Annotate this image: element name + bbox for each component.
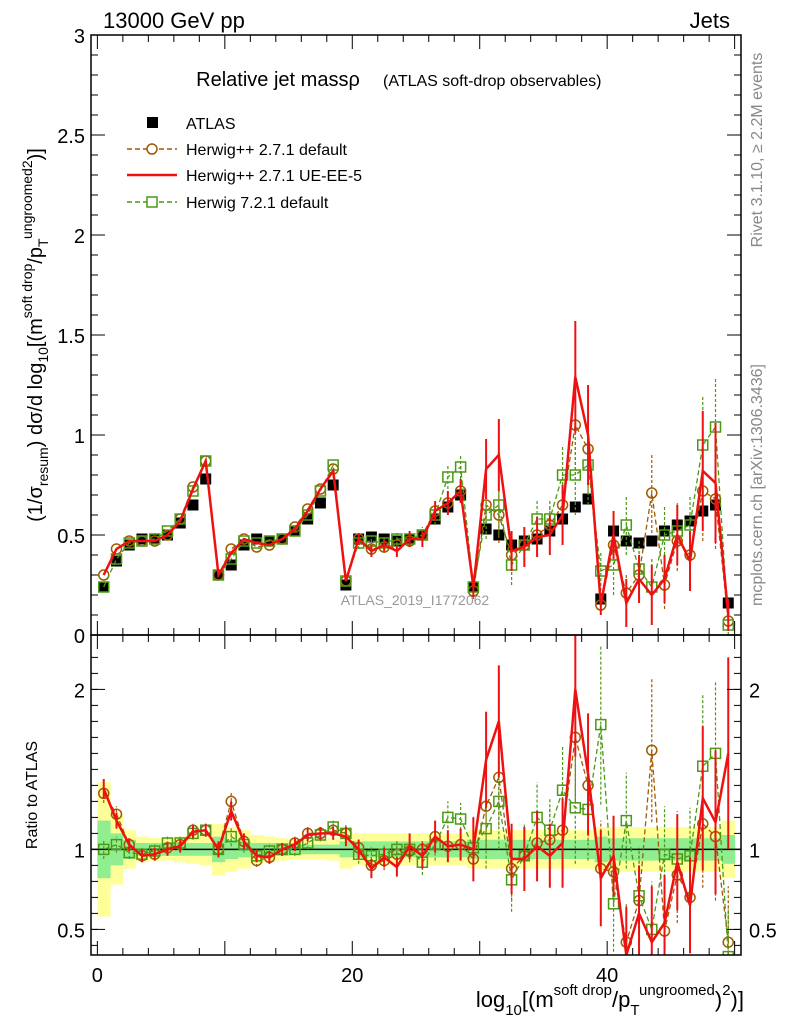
main-atlas-point bbox=[110, 555, 122, 567]
y-axis-title-main-text: (1/σresum) dσ/d log10[(msoft drop/pTungr… bbox=[19, 148, 51, 522]
main-herwig-7-2-1-default-point bbox=[276, 533, 288, 545]
legend-marker-atlas bbox=[147, 117, 158, 128]
header-left: 13000 GeV pp bbox=[103, 8, 245, 33]
main-herwig-7-2-1-default-point bbox=[569, 469, 582, 481]
main-y-tick-label: 3 bbox=[74, 26, 85, 48]
ratio-herwig-7-2-1-default-point bbox=[658, 848, 671, 860]
x-tick-label: 0 bbox=[92, 965, 103, 987]
main-y-tick-label: 2 bbox=[74, 226, 85, 248]
legend-marker-herwig7 bbox=[146, 196, 158, 208]
main-atlas-point bbox=[251, 533, 263, 545]
ratio-herwig-7-2-1-default-point bbox=[442, 811, 454, 824]
ratio-y-tick-label: 1 bbox=[74, 840, 85, 862]
chart-title: Relative jet massρ bbox=[196, 69, 360, 91]
ratio-herwig-7-2-1-default-point bbox=[493, 795, 505, 808]
x-tick-label: 20 bbox=[341, 965, 363, 987]
legend-label-atlas: ATLAS bbox=[186, 116, 236, 133]
ratio-herwig-7-2-1-default-point bbox=[569, 802, 582, 814]
main-herwig-7-2-1-default-point bbox=[454, 461, 467, 473]
ratio-y-tick-label-right: 0.5 bbox=[749, 920, 777, 942]
ratio-plot-area: 0 20 40 0.5 0.5 1 1 2 2 bbox=[57, 634, 777, 987]
legend-marker-herwigpp-default bbox=[146, 143, 158, 155]
legend-label-herwig7: Herwig 7.2.1 default bbox=[186, 195, 329, 212]
main-atlas-point bbox=[659, 525, 671, 537]
ratio-herwig-2-7-1-default-point bbox=[646, 744, 658, 756]
main-herwig-7-2-1-default-point bbox=[556, 469, 569, 481]
main-atlas-point bbox=[174, 517, 186, 529]
main-herwig-7-2-1-default-point bbox=[314, 485, 327, 497]
ratio-frame bbox=[90, 634, 742, 956]
main-herwig-7-2-1-default-point bbox=[620, 519, 633, 531]
main-atlas-point bbox=[225, 559, 237, 571]
main-herwig-2-7-1-default-point bbox=[646, 487, 658, 499]
ratio-herwig-7-2-1-default-point bbox=[225, 830, 237, 843]
chart-subtitle: (ATLAS soft-drop observables) bbox=[383, 73, 601, 90]
main-herwig-7-2-1-default-point bbox=[97, 581, 110, 593]
main-y-tick-label: 0.5 bbox=[57, 526, 85, 548]
main-atlas-point bbox=[302, 513, 314, 525]
ratio-herwig-2-7-1-ue-ee-5-line bbox=[102, 689, 730, 955]
x-axis-title: log10[(msoft drop/pTungroomed)2)] bbox=[476, 982, 744, 1019]
main-herwig-2-7-1-default-point bbox=[301, 503, 314, 515]
main-herwig-7-2-1-default-point bbox=[174, 513, 186, 525]
main-y-tick-label: 2.5 bbox=[57, 126, 85, 148]
watermark: ATLAS_2019_I1772062 bbox=[341, 592, 490, 608]
main-atlas-point bbox=[340, 579, 352, 591]
y-axis-title-main: (1/σresum) dσ/d log10[(msoft drop/pTungr… bbox=[19, 148, 51, 522]
main-herwig-7-2-1-default-point bbox=[187, 485, 199, 497]
main-herwig-2-7-1-ue-ee-5-line bbox=[102, 376, 730, 616]
ratio-herwig-7-2-1-default-point bbox=[110, 838, 123, 851]
rivet-label: Rivet 3.1.10, ≥ 2.2M events bbox=[749, 53, 766, 248]
main-plot-area: 0 0.5 1 1.5 2 2.5 3 bbox=[57, 26, 742, 648]
main-atlas-point bbox=[646, 535, 658, 547]
header-right: Jets bbox=[690, 8, 730, 33]
main-atlas-point bbox=[136, 533, 148, 545]
ratio-herwig-7-2-1-default-point bbox=[480, 822, 492, 835]
x-tick-label: 40 bbox=[596, 965, 618, 987]
main-herwig-7-2-1-default-point bbox=[391, 533, 403, 545]
legend: ATLAS Herwig++ 2.7.1 default Herwig++ 2.… bbox=[127, 116, 362, 212]
main-herwig-7-2-1-default-point bbox=[493, 499, 505, 511]
main-atlas-point bbox=[314, 497, 326, 509]
main-herwig-7-2-1-default-point bbox=[289, 525, 301, 537]
main-atlas-point bbox=[620, 535, 632, 547]
ratio-herwig-7-2-1-default-point bbox=[454, 813, 467, 825]
main-atlas-point bbox=[327, 479, 339, 491]
main-atlas-point bbox=[238, 539, 250, 551]
legend-label-herwigpp-default: Herwig++ 2.7.1 default bbox=[186, 142, 348, 159]
ratio-herwig-7-2-1-default-point bbox=[722, 950, 735, 955]
main-y-tick-label: 0 bbox=[74, 626, 85, 648]
main-atlas-point bbox=[289, 525, 301, 537]
y-axis-title-ratio: Ratio to ATLAS bbox=[24, 741, 41, 849]
main-y-tick-label: 1 bbox=[74, 426, 85, 448]
ratio-herwig-7-2-1-default-point bbox=[391, 843, 403, 856]
ratio-herwig-7-2-1-default-point bbox=[620, 814, 633, 827]
ratio-y-tick-label-right: 1 bbox=[749, 840, 760, 862]
main-herwig-2-7-1-default-point bbox=[97, 569, 110, 581]
legend-label-herwigpp-ue: Herwig++ 2.7.1 UE-EE-5 bbox=[186, 168, 362, 185]
main-herwig-7-2-1-default-point bbox=[442, 471, 454, 483]
main-atlas-point bbox=[149, 533, 161, 545]
ratio-y-tick-label: 0.5 bbox=[57, 920, 85, 942]
ratio-herwig-7-2-1-default-point bbox=[595, 718, 607, 731]
mcplots-label: mcplots.cern.ch [arXiv:1306.3436] bbox=[749, 364, 766, 606]
main-atlas-point bbox=[123, 539, 135, 551]
main-atlas-point bbox=[187, 499, 199, 511]
ratio-y-tick-label-right: 2 bbox=[749, 680, 760, 702]
main-atlas-point bbox=[200, 473, 212, 485]
main-y-tick-label: 1.5 bbox=[57, 326, 85, 348]
main-herwig-7-2-1-default-point bbox=[658, 529, 671, 541]
ratio-y-tick-label: 2 bbox=[74, 680, 85, 702]
